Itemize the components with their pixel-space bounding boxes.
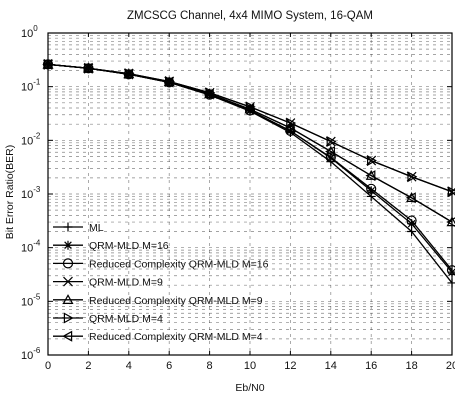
chart-title: ZMCSCG Channel, 4x4 MIMO System, 16-QAM: [127, 10, 373, 22]
y-tick-label: 10-6: [21, 346, 41, 362]
axis-ticks: 0 2 4 6 8 10 12 14 16 18 20 100 10-1 10-2 10-3 10-4 10-5…: [21, 24, 455, 372]
data-point-circle: [325, 152, 336, 163]
data-point-triangle-left: [82, 62, 93, 74]
data-point-plus: [407, 227, 417, 237]
legend-entry-label: Reduced Complexity QRM-MLD M=4: [89, 331, 263, 343]
series-line: [47, 63, 453, 223]
x-tick-label: 4: [126, 360, 132, 372]
y-tick-label: 100: [21, 24, 38, 40]
data-point-circle: [244, 105, 256, 116]
x-tick-label: 20: [446, 360, 455, 372]
y-tick-label: 10-1: [21, 78, 41, 94]
legend-entry-label: Reduced Complexity QRM-MLD M=16: [89, 258, 269, 270]
x-tick-label: 0: [45, 360, 51, 372]
x-tick-label: 12: [284, 360, 296, 372]
data-point-triangle-left: [325, 145, 335, 157]
data-point-triangle-left: [123, 68, 133, 80]
data-point-triangle-left: [62, 330, 73, 342]
x-tick-label: 18: [405, 360, 417, 372]
data-point-x: [63, 276, 73, 287]
series-1: [43, 59, 455, 288]
data-point-triangle-left: [284, 122, 295, 134]
x-tick-label: 14: [325, 360, 337, 372]
x-tick-label: 10: [244, 360, 256, 372]
data-point-triangle-right: [367, 155, 377, 167]
x-tick-label: 8: [207, 360, 213, 372]
legend: ML QRM-MLD M=16 Reduced Complexity QRM-MLD…: [53, 222, 269, 343]
data-point-star: [366, 186, 376, 196]
data-point-plus: [447, 278, 455, 288]
data-point-star: [63, 240, 73, 250]
x-tick-label: 2: [85, 360, 91, 372]
series-7: [42, 58, 455, 227]
y-axis-label: Bit Error Ratio(BER): [4, 145, 16, 240]
y-tick-label: 10-3: [21, 185, 41, 201]
legend-entry-label: QRM-MLD M=4: [89, 313, 163, 325]
y-tick-label: 10-4: [21, 239, 41, 255]
data-point-circle: [366, 183, 377, 194]
y-tick-label: 10-2: [21, 131, 41, 147]
series-layer: [42, 58, 455, 288]
series-4: [43, 59, 455, 197]
data-point-triangle-left: [244, 103, 255, 115]
x-axis-label: Eb/N0: [235, 382, 264, 394]
data-point-star: [407, 219, 417, 229]
x-tick-label: 6: [166, 360, 172, 372]
legend-entry-label: QRM-MLD M=9: [89, 277, 163, 289]
data-point-triangle-up: [406, 192, 418, 202]
data-point-circle: [406, 215, 417, 226]
data-point-triangle-right: [63, 312, 74, 324]
data-point-plus: [63, 222, 73, 232]
legend-entry-label: Reduced Complexity QRM-MLD M=9: [89, 295, 263, 307]
data-point-circle: [62, 258, 74, 269]
y-tick-label: 10-5: [21, 292, 41, 308]
data-point-triangle-left: [203, 88, 214, 100]
data-point-triangle-up: [365, 169, 377, 180]
data-point-triangle-right: [326, 136, 337, 148]
legend-entry-label: QRM-MLD M=16: [89, 240, 169, 252]
x-tick-label: 16: [365, 360, 377, 372]
data-point-triangle-up: [325, 145, 337, 156]
data-point-triangle-right: [407, 171, 418, 183]
data-point-triangle-left: [365, 170, 376, 182]
legend-entry-label: ML: [89, 222, 104, 234]
series-line: [47, 63, 453, 223]
data-point-triangle-left: [163, 76, 174, 88]
data-point-triangle-up: [62, 294, 74, 304]
data-point-triangle-left: [405, 192, 416, 204]
